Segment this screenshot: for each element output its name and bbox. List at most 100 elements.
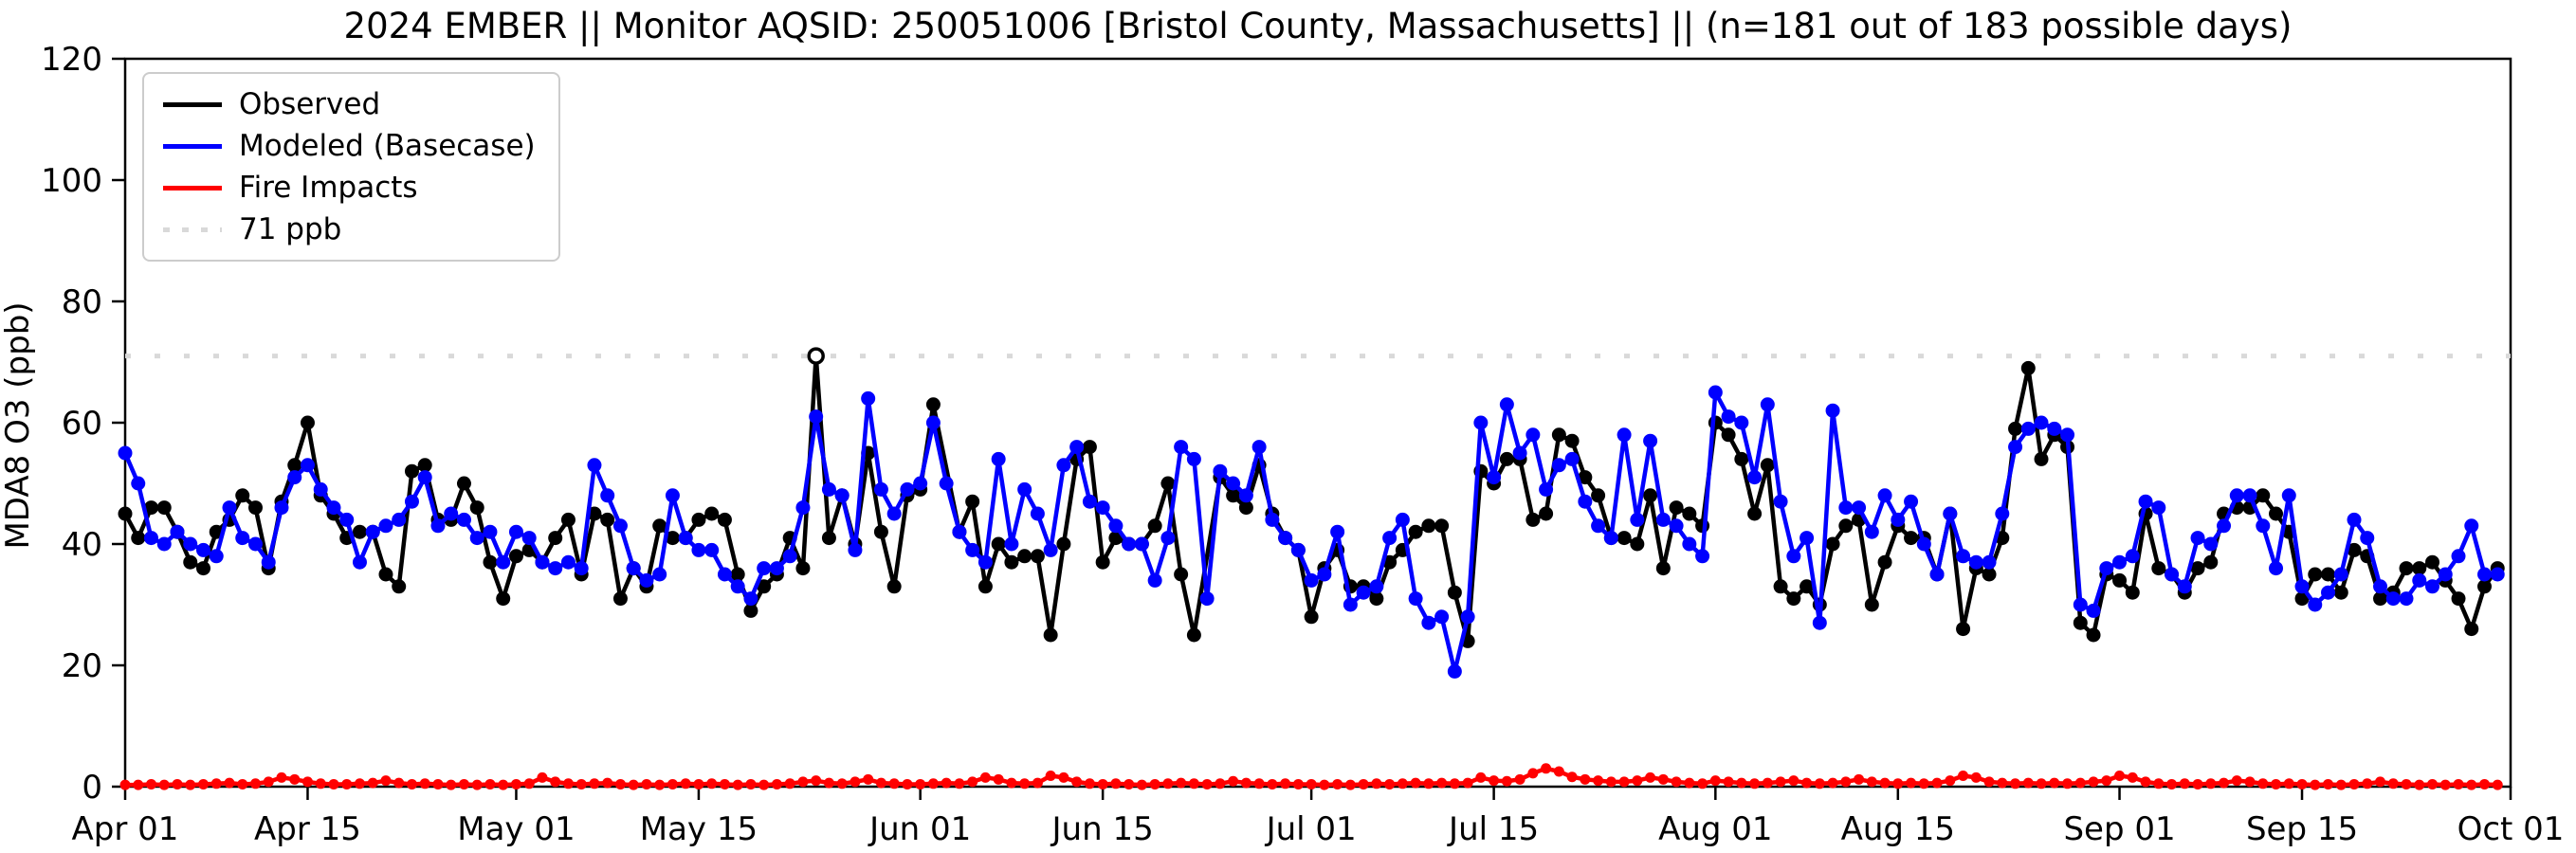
fire-impacts-marker <box>471 779 483 790</box>
modeled-basecase-marker <box>444 506 459 521</box>
observed-marker <box>1434 518 1450 534</box>
modeled-basecase-marker <box>496 554 511 570</box>
modeled-basecase-marker <box>939 476 954 491</box>
fire-impacts-marker <box>2453 778 2464 789</box>
observed-marker <box>1800 579 1815 594</box>
observed-marker <box>183 554 198 570</box>
fire-impacts-marker <box>667 778 678 789</box>
modeled-basecase-marker <box>861 390 876 406</box>
modeled-basecase-marker <box>365 524 380 539</box>
fire-impacts-marker <box>1762 777 1773 789</box>
fire-impacts-marker <box>328 778 339 789</box>
observed-marker <box>1551 427 1566 443</box>
observed-marker <box>991 536 1006 552</box>
fire-impacts-marker <box>2387 778 2399 789</box>
observed-marker <box>456 476 471 491</box>
observed-marker <box>665 531 680 546</box>
fire-impacts-marker <box>1176 777 1187 789</box>
chart-title: 2024 EMBER || Monitor AQSID: 250051006 [… <box>343 6 2293 46</box>
legend-item-fire-impacts: Fire Impacts <box>163 169 536 207</box>
modeled-basecase-marker <box>2347 512 2362 527</box>
fire-impacts-marker <box>1280 778 1291 789</box>
fire-impacts-marker <box>2466 779 2477 790</box>
fire-impacts-marker <box>915 778 926 789</box>
modeled-basecase-marker <box>2412 572 2427 588</box>
modeled-basecase-marker <box>600 488 615 503</box>
modeled-basecase-marker <box>1968 554 1983 570</box>
modeled-basecase-marker <box>2177 579 2192 594</box>
observed-marker <box>2477 579 2493 594</box>
fire-impacts-marker <box>406 778 417 789</box>
fire-impacts-marker <box>1332 778 1343 789</box>
fire-impacts-marker <box>1866 776 1877 788</box>
observed-marker <box>1617 531 1632 546</box>
modeled-basecase-marker <box>1669 518 1684 534</box>
observed-marker <box>2020 360 2036 375</box>
modeled-basecase-marker <box>1017 481 1032 497</box>
observed-marker <box>925 397 941 412</box>
observed-marker <box>404 463 419 479</box>
modeled-basecase-marker <box>834 488 850 503</box>
modeled-basecase-marker <box>1487 470 1502 485</box>
fire-impacts-marker <box>1697 778 1708 789</box>
fire-impacts-marker <box>1657 773 1669 785</box>
modeled-basecase-marker <box>848 542 863 557</box>
modeled-basecase-marker <box>2477 567 2493 582</box>
observed-marker <box>704 506 720 521</box>
modeled-basecase-marker <box>1617 427 1632 443</box>
fire-impacts-marker <box>1397 778 1408 789</box>
x-tick-label: Jun 15 <box>1050 810 1154 848</box>
modeled-basecase-marker <box>1434 609 1450 625</box>
fire-impacts-marker <box>2271 778 2282 789</box>
fire-impacts-marker <box>1840 776 1852 788</box>
modeled-basecase-marker <box>1290 542 1306 557</box>
fire-impacts-marker <box>1371 778 1382 789</box>
fire-impacts-marker <box>706 778 718 789</box>
observed-marker <box>717 512 732 527</box>
observed-marker <box>691 512 706 527</box>
modeled-basecase-marker <box>508 524 523 539</box>
fire-impacts-marker <box>2022 777 2034 789</box>
fire-impacts-marker <box>1462 777 1473 789</box>
modeled-basecase-marker <box>274 500 289 516</box>
modeled-basecase-marker <box>2425 579 2440 594</box>
observed-marker <box>2321 567 2336 582</box>
fire-impacts-marker <box>927 778 939 789</box>
observed-marker <box>417 458 432 473</box>
x-tick-label: Aug 01 <box>1658 810 1772 848</box>
fire-impacts-marker <box>2427 778 2439 789</box>
observed-marker <box>287 458 302 473</box>
fire-impacts-marker <box>2375 776 2386 788</box>
observed-marker <box>1056 536 1071 552</box>
modeled-basecase-marker <box>1317 567 1332 582</box>
modeled-basecase-marker <box>769 561 784 576</box>
observed-marker <box>195 561 210 576</box>
observed-marker <box>469 500 484 516</box>
modeled-basecase-marker <box>2229 488 2244 503</box>
fire-impacts-marker <box>1449 778 1460 789</box>
observed-marker <box>1760 458 1775 473</box>
fire-impacts-marker <box>145 778 156 789</box>
fire-impacts-marker <box>1709 775 1721 787</box>
fire-impacts-marker <box>941 777 952 789</box>
fire-impacts-marker <box>628 779 639 790</box>
fire-impacts-marker <box>510 778 521 789</box>
modeled-basecase-marker <box>795 500 811 516</box>
fire-impacts-marker <box>1240 777 1251 789</box>
modeled-basecase-marker <box>900 481 915 497</box>
modeled-basecase-marker <box>2060 427 2075 443</box>
modeled-basecase-marker <box>925 415 941 430</box>
fire-impacts-marker <box>811 775 822 787</box>
fire-impacts-marker <box>1436 777 1448 789</box>
fire-impacts-marker <box>523 778 535 789</box>
modeled-basecase-marker <box>2451 549 2466 564</box>
modeled-basecase-marker <box>1551 458 1566 473</box>
modeled-basecase-marker <box>1643 433 1658 448</box>
observed-marker <box>2347 542 2362 557</box>
modeled-basecase-marker <box>222 500 237 516</box>
modeled-basecase-marker <box>183 536 198 552</box>
fire-impacts-marker <box>1605 776 1617 788</box>
modeled-basecase-marker <box>326 500 341 516</box>
modeled-basecase-marker <box>2112 554 2128 570</box>
modeled-basecase-marker <box>483 524 498 539</box>
